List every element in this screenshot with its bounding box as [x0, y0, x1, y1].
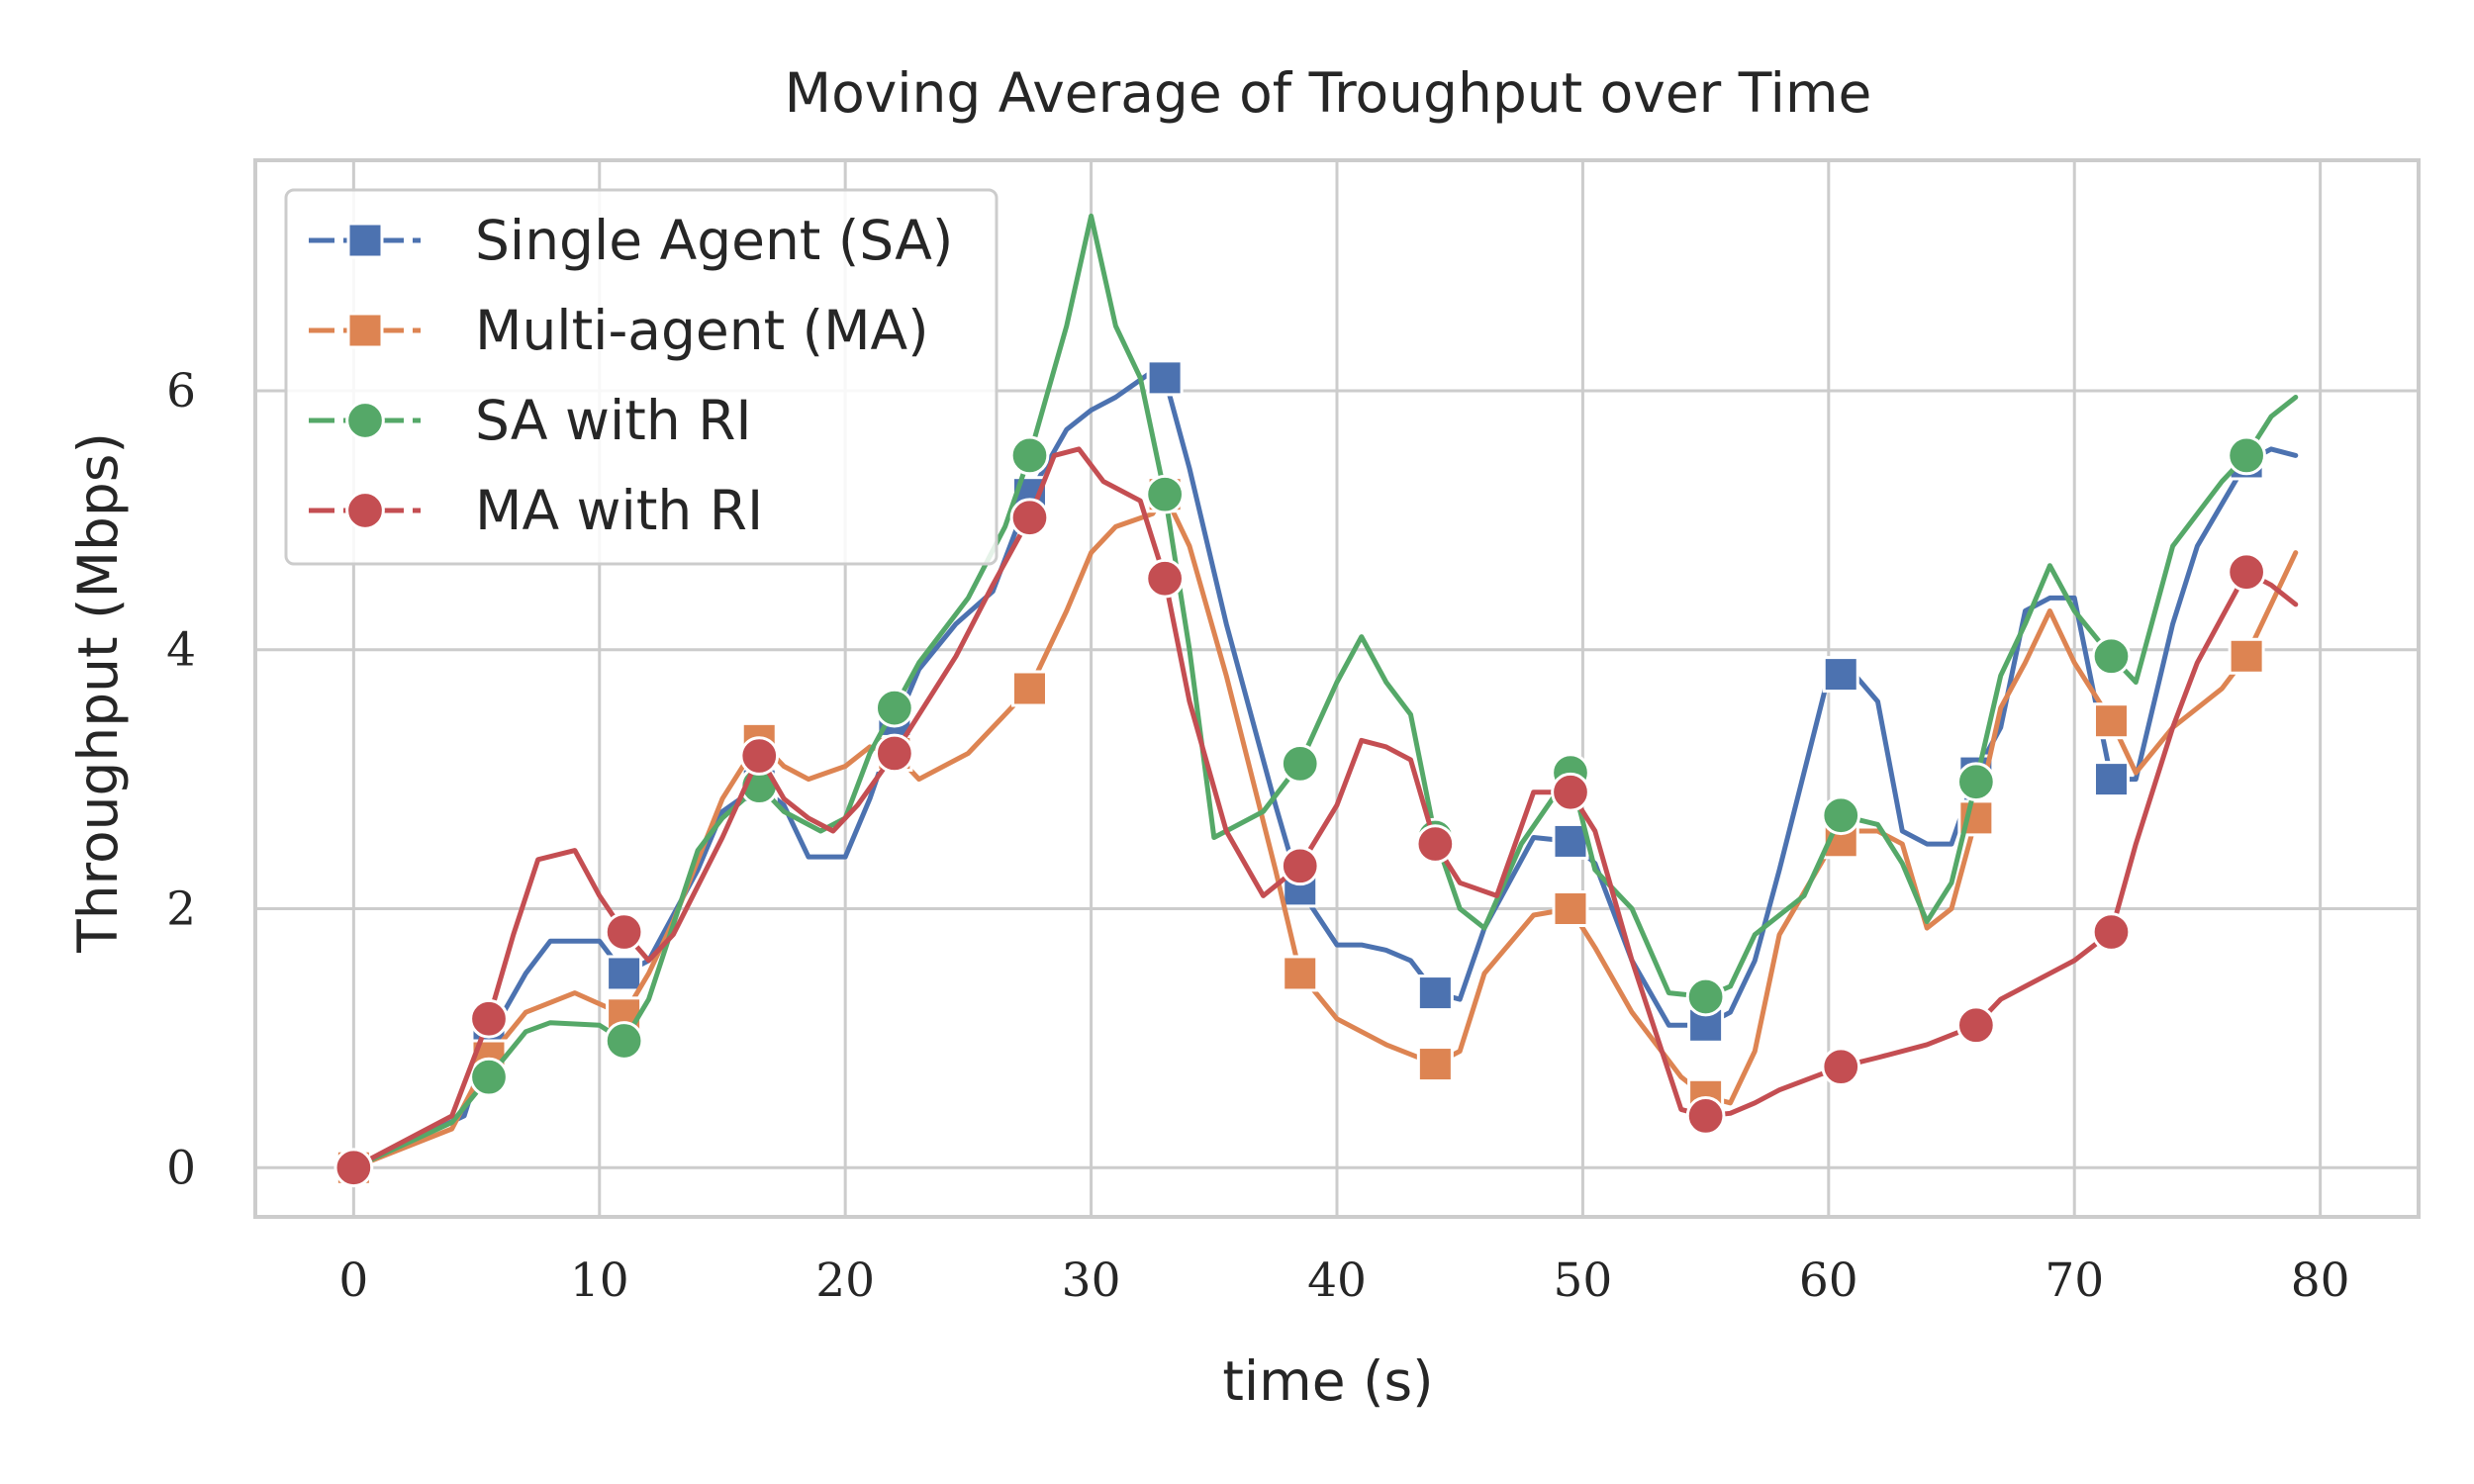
data-point: [1822, 656, 1859, 694]
data-point: [1146, 359, 1184, 397]
data-point: [1280, 744, 1320, 784]
tick-labels: 0 10 20 30 40 50 60 70 80 0 2 4 6: [166, 364, 2349, 1308]
legend-marker: [345, 491, 385, 530]
data-point: [1416, 1046, 1454, 1083]
legend-label: Single Agent (SA): [475, 209, 953, 272]
series-line: [350, 446, 2299, 1170]
data-point: [604, 912, 644, 952]
data-point: [1145, 558, 1185, 599]
data-point: [606, 955, 643, 992]
data-point: [2092, 702, 2130, 740]
x-tick-label: 20: [815, 1253, 875, 1308]
legend-item: SA with RI: [309, 389, 752, 452]
data-point: [1551, 772, 1590, 812]
x-tick-label: 0: [338, 1253, 368, 1308]
data-point: [1145, 474, 1185, 514]
data-point: [1552, 890, 1589, 927]
legend-item: Multi-agent (MA): [309, 299, 929, 362]
y-axis-label: Throughput (Mbps): [66, 432, 130, 954]
data-point: [1552, 822, 1589, 860]
data-point: [1416, 974, 1454, 1012]
legend-marker: [346, 312, 384, 349]
data-point: [1010, 670, 1048, 707]
legend: Single Agent (SA) Multi-agent (MA) SA with…: [284, 188, 999, 566]
data-point: [1009, 435, 1050, 476]
series-line: [350, 492, 2299, 1170]
data-point: [2092, 761, 2130, 798]
data-point: [2227, 552, 2266, 593]
data-point: [1821, 795, 1861, 836]
x-tick-label: 80: [2291, 1253, 2350, 1308]
x-axis-label: time (s): [1222, 1349, 1433, 1413]
legend-box: [284, 188, 999, 566]
data-point: [469, 998, 509, 1039]
data-point: [739, 736, 780, 776]
data-point: [1685, 1096, 1726, 1136]
data-point: [2228, 637, 2265, 675]
data-point: [1282, 955, 1319, 992]
x-tick-label: 70: [2045, 1253, 2104, 1308]
x-tick-label: 50: [1554, 1253, 1613, 1308]
data-point: [1009, 498, 1050, 538]
x-tick-label: 40: [1307, 1253, 1367, 1308]
data-point: [2091, 912, 2132, 952]
chart-title: Moving Average of Troughput over Time: [785, 61, 1872, 125]
series-4: [333, 446, 2299, 1188]
x-tick-label: 60: [1799, 1253, 1858, 1308]
series-2: [334, 476, 2299, 1186]
data-point: [875, 733, 914, 774]
y-tick-label: 2: [166, 882, 196, 937]
y-tick-label: 4: [166, 623, 196, 678]
x-tick-label: 30: [1062, 1253, 1121, 1308]
y-tick-label: 6: [166, 364, 196, 418]
data-point: [333, 1148, 374, 1188]
y-tick-label: 0: [166, 1141, 196, 1195]
plot-area: [333, 213, 2299, 1188]
data-point: [2091, 636, 2132, 677]
data-point: [1956, 762, 1996, 802]
plot-frame: [253, 158, 2421, 1219]
legend-label: Multi-agent (MA): [475, 299, 929, 362]
x-tick-label: 10: [570, 1253, 629, 1308]
legend-marker: [346, 222, 384, 259]
legend-item: Single Agent (SA): [309, 209, 953, 272]
legend-label: MA with RI: [475, 479, 763, 542]
data-point: [1685, 976, 1726, 1017]
data-point: [2227, 435, 2266, 476]
data-point: [1280, 846, 1320, 886]
legend-marker: [345, 401, 385, 440]
data-point: [1956, 1005, 1996, 1046]
legend-label: SA with RI: [475, 389, 752, 452]
data-point: [875, 688, 914, 728]
data-point: [1415, 824, 1456, 864]
data-point: [469, 1057, 509, 1097]
data-point: [604, 1021, 644, 1061]
data-point: [1821, 1047, 1861, 1087]
legend-item: MA with RI: [309, 479, 763, 542]
